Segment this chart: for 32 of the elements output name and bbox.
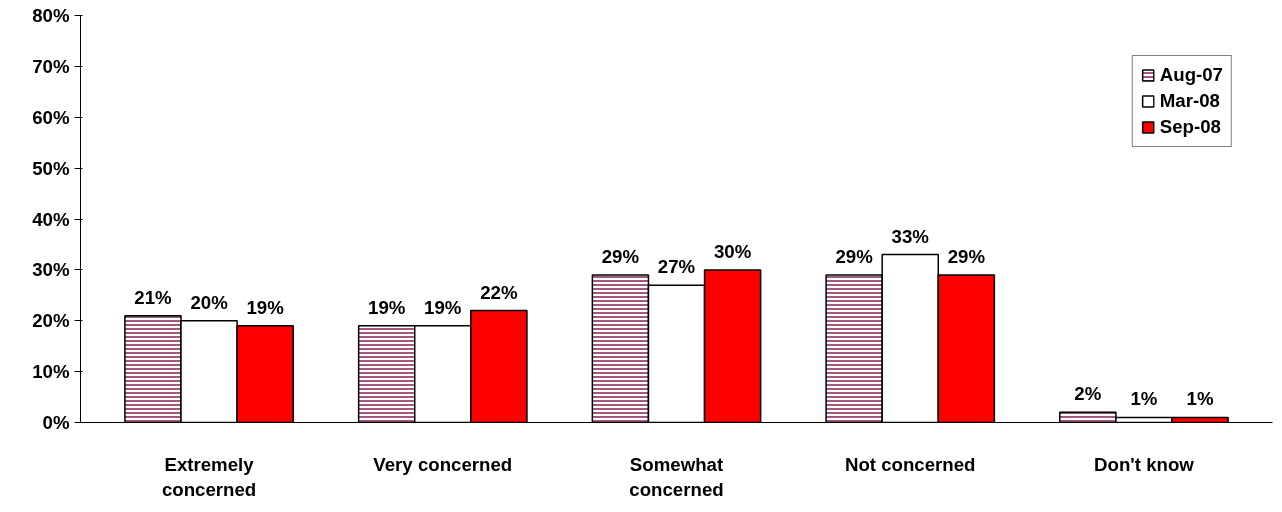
data-label: 1% <box>1130 388 1158 410</box>
y-tick-label: 0% <box>42 412 70 433</box>
data-label: 29% <box>947 245 986 267</box>
y-tick-label: 70% <box>32 55 70 77</box>
data-label: 33% <box>891 225 930 247</box>
data-label: 29% <box>601 245 640 267</box>
data-label: 30% <box>713 240 752 262</box>
y-tick-label: 40% <box>32 208 70 230</box>
x-tick-label: Don't know <box>1094 453 1195 475</box>
x-tick-label: Not concerned <box>844 453 976 475</box>
y-tick-label: 50% <box>32 157 70 179</box>
legend-label: Sep-08 <box>1159 116 1221 138</box>
data-label: 22% <box>480 281 518 303</box>
x-tick-label: Very concerned <box>373 453 513 475</box>
y-tick-label: 60% <box>32 106 70 128</box>
data-label: 20% <box>190 291 229 313</box>
y-tick-label: 20% <box>32 310 70 332</box>
x-tick-label: Extremely concerned <box>161 453 257 500</box>
y-tick-label: 30% <box>32 259 70 281</box>
data-label: 27% <box>657 256 696 278</box>
data-label: 29% <box>835 245 874 267</box>
data-label: 19% <box>368 296 406 318</box>
data-label: 21% <box>134 286 173 308</box>
y-tick-label: 10% <box>32 361 70 383</box>
data-label: 19% <box>246 296 285 318</box>
x-tick-label: Somewhat concerned <box>629 453 724 500</box>
y-tick-label: 80% <box>32 5 70 26</box>
data-label: 19% <box>424 296 462 318</box>
legend-label: Mar-08 <box>1159 90 1220 112</box>
legend-label: Aug-07 <box>1159 64 1223 86</box>
data-label: 1% <box>1186 388 1214 410</box>
data-label: 2% <box>1074 383 1102 405</box>
